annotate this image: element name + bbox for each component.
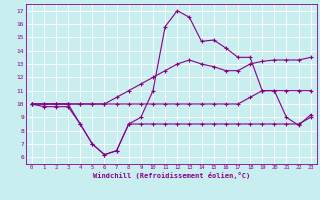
X-axis label: Windchill (Refroidissement éolien,°C): Windchill (Refroidissement éolien,°C) <box>92 172 250 179</box>
